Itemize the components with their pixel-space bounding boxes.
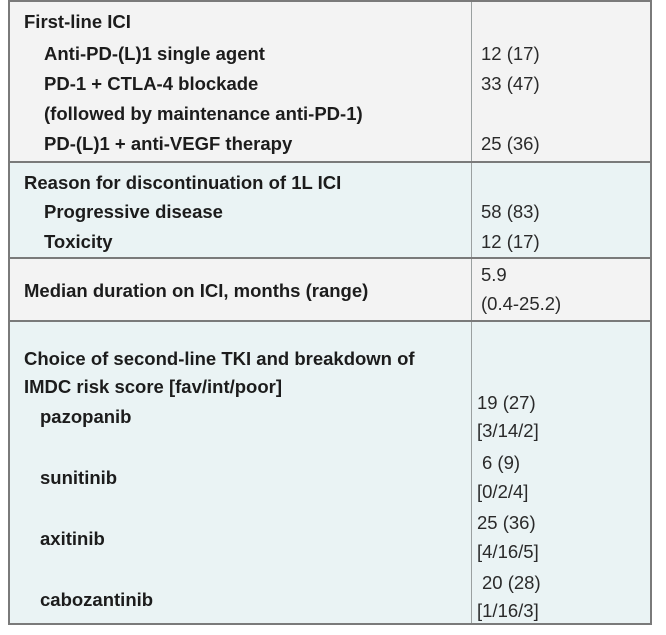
discontinuation-header: Reason for discontinuation of 1L ICI — [24, 172, 342, 193]
row-value-toxicity: 12 (17) — [481, 231, 540, 252]
row-value-anti-pd-l1: 12 (17) — [481, 43, 540, 64]
row-label-progressive-disease: Progressive disease — [44, 201, 223, 222]
row-value-sunitinib: 6 (9) — [482, 452, 521, 473]
column-divider — [471, 322, 472, 623]
row-value-axitinib: 25 (36) — [477, 512, 536, 533]
row-value-pd1-ctla4: 33 (47) — [481, 73, 540, 94]
median-duration-value: 5.9 — [481, 264, 507, 285]
row-label-cabozantinib: cabozantinib — [40, 589, 154, 610]
discontinuation-section: Reason for discontinuation of 1L ICI Pro… — [10, 163, 650, 259]
row-imdc-axitinib: [4/16/5] — [477, 541, 539, 562]
second-line-header: Choice of second-line TKI and breakdown … — [24, 348, 415, 369]
row-label-pd-l1-vegf: PD-(L)1 + anti-VEGF therapy — [44, 133, 293, 154]
first-line-section: First-line ICI Anti-PD-(L)1 single agent… — [10, 2, 650, 163]
second-line-subheader: IMDC risk score [fav/int/poor] — [24, 376, 283, 397]
row-label-pazopanib: pazopanib — [40, 406, 132, 427]
row-label-toxicity: Toxicity — [44, 231, 113, 252]
row-label-anti-pd-l1: Anti-PD-(L)1 single agent — [44, 43, 265, 64]
row-label-sunitinib: sunitinib — [40, 467, 118, 488]
row-imdc-sunitinib: [0/2/4] — [477, 481, 529, 502]
median-duration-range: (0.4-25.2) — [481, 293, 562, 314]
row-value-pazopanib: 19 (27) — [477, 392, 536, 413]
row-value-cabozantinib: 20 (28) — [482, 572, 541, 593]
row-value-pd-l1-vegf: 25 (36) — [481, 133, 540, 154]
median-duration-label: Median duration on ICI, months (range) — [24, 280, 369, 301]
second-line-section: Choice of second-line TKI and breakdown … — [10, 322, 650, 623]
row-label-maintenance-note: (followed by maintenance anti-PD-1) — [44, 103, 363, 124]
row-value-progressive-disease: 58 (83) — [481, 201, 540, 222]
row-imdc-cabozantinib: [1/16/3] — [477, 600, 539, 621]
row-imdc-pazopanib: [3/14/2] — [477, 420, 539, 441]
median-duration-section: Median duration on ICI, months (range) 5… — [10, 259, 650, 322]
row-label-axitinib: axitinib — [40, 528, 105, 549]
row-label-pd1-ctla4: PD-1 + CTLA-4 blockade — [44, 73, 259, 94]
column-divider — [471, 2, 472, 161]
column-divider — [471, 163, 472, 257]
first-line-header: First-line ICI — [24, 11, 131, 32]
column-divider — [471, 259, 472, 320]
data-table: First-line ICI Anti-PD-(L)1 single agent… — [8, 0, 652, 625]
